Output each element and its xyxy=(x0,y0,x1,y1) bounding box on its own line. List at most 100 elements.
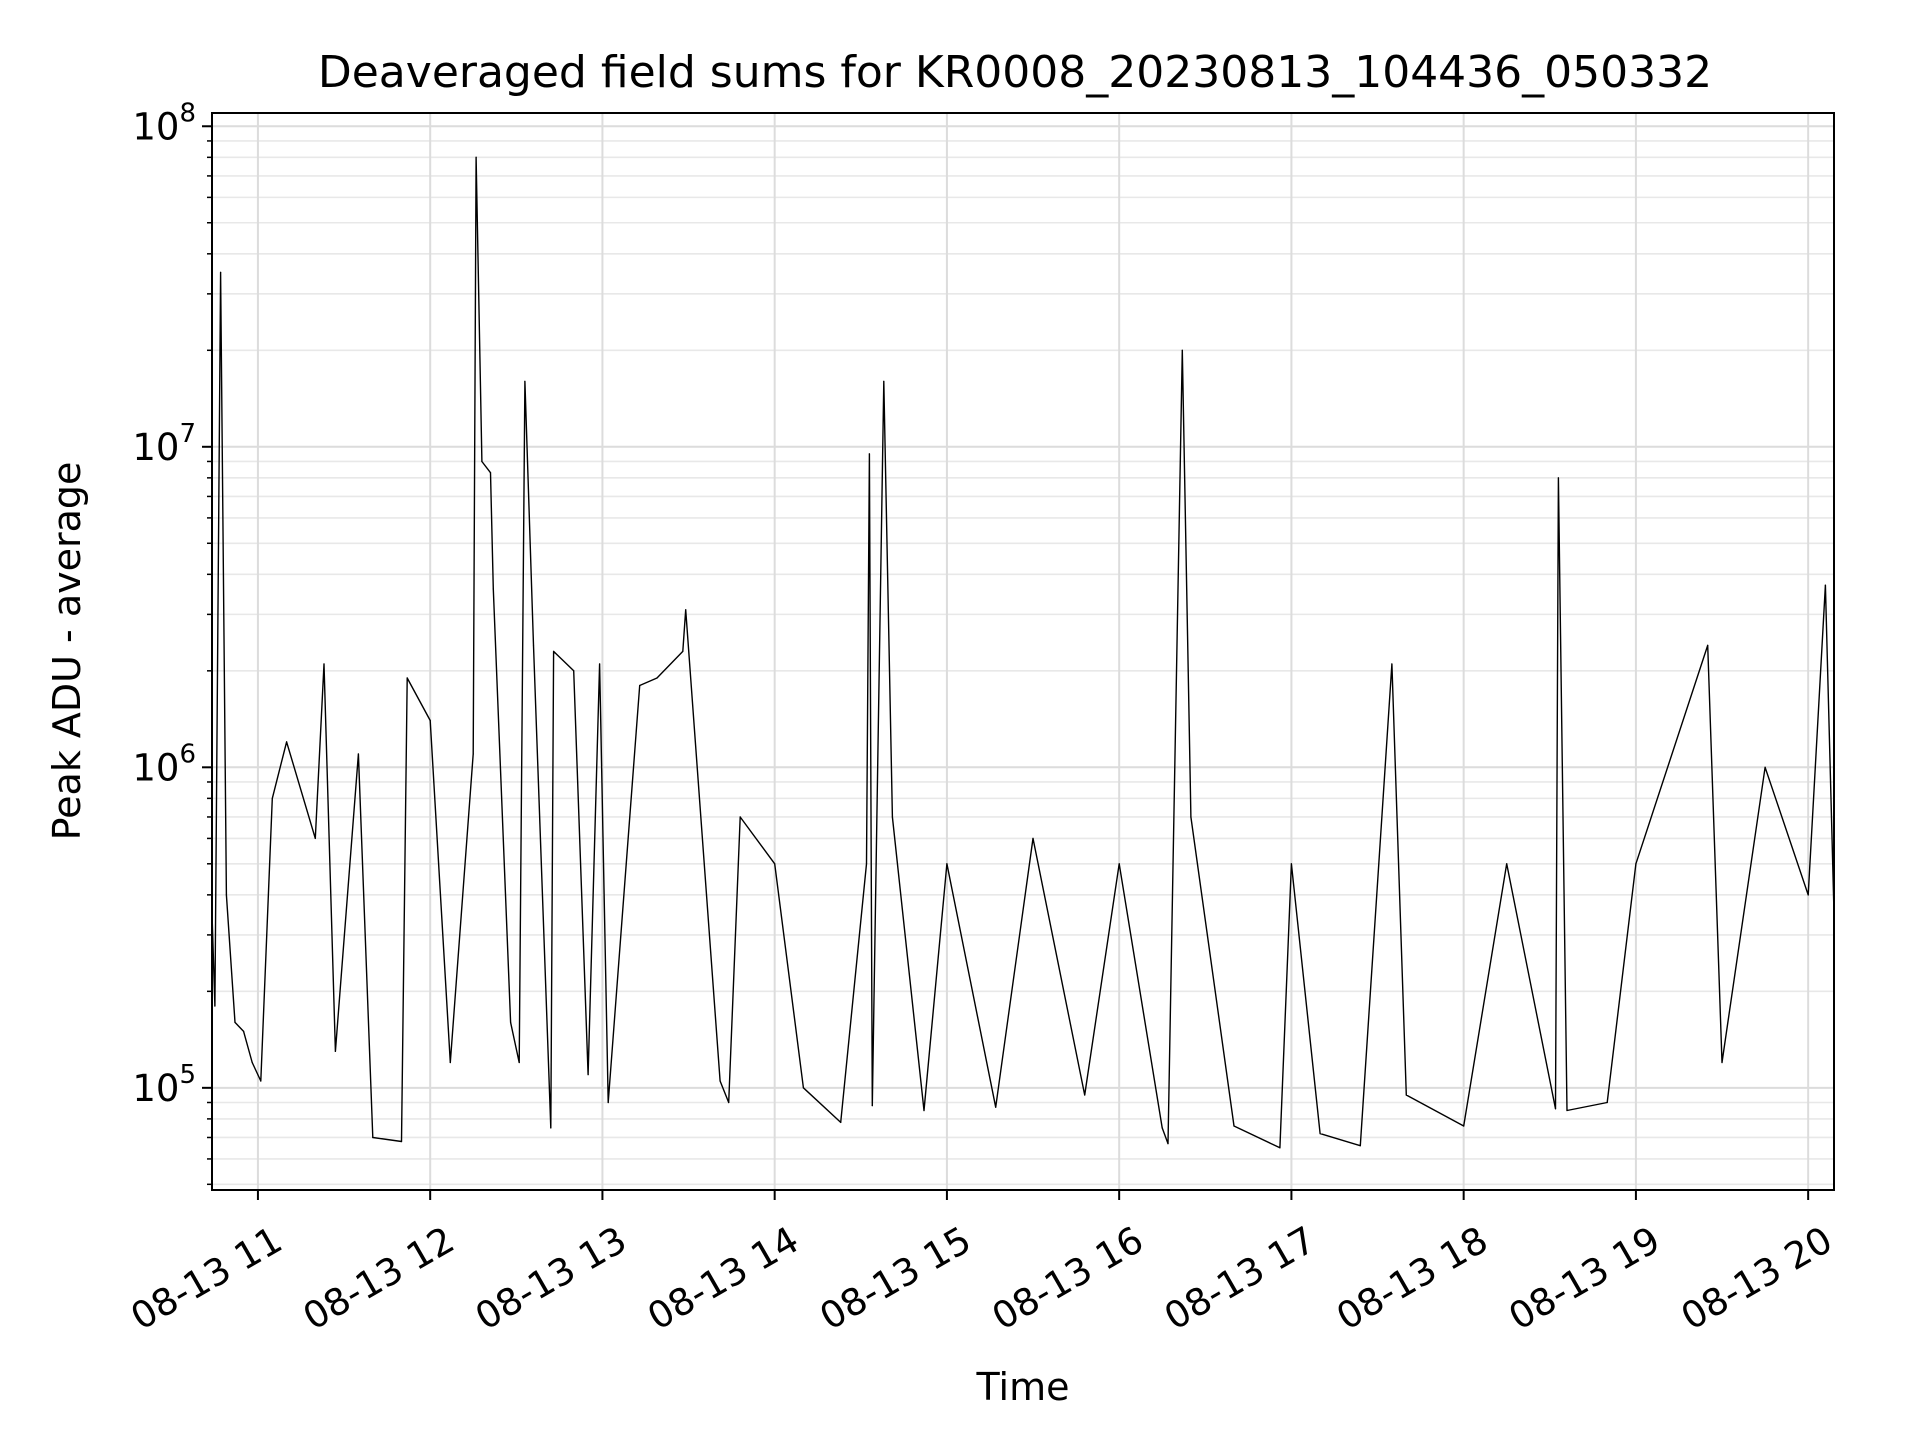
data-point xyxy=(314,837,316,840)
data-point xyxy=(1807,894,1809,896)
data-point xyxy=(550,1127,552,1129)
data-point xyxy=(1557,477,1559,479)
x-tick-label: 08-13 17 xyxy=(1157,1218,1323,1338)
data-point xyxy=(214,1005,216,1007)
y-tick-label: 106 xyxy=(132,739,196,789)
y-axis-label: Peak ADU - average xyxy=(45,462,89,841)
series-path xyxy=(212,156,1834,1149)
data-point xyxy=(1290,863,1292,865)
data-point xyxy=(1032,837,1034,840)
data-point xyxy=(865,863,868,865)
x-tick-label: 08-13 14 xyxy=(640,1218,806,1338)
data-point xyxy=(472,753,474,755)
data-point xyxy=(234,1021,236,1024)
data-point xyxy=(573,670,575,672)
x-tick-label: 08-13 19 xyxy=(1502,1218,1668,1338)
data-point xyxy=(553,650,555,653)
data-point xyxy=(429,719,431,722)
data-point xyxy=(286,741,288,743)
data-point xyxy=(946,863,948,865)
data-point xyxy=(510,1021,512,1024)
data-point xyxy=(1319,1133,1321,1135)
y-tick-base: 10 xyxy=(132,1067,179,1110)
data-point xyxy=(518,1061,520,1064)
data-point xyxy=(323,663,325,665)
data-point xyxy=(883,380,885,382)
data-point xyxy=(1084,1094,1086,1096)
data-point xyxy=(1181,349,1183,351)
data-point xyxy=(802,1087,805,1089)
x-tick-label: 08-13 12 xyxy=(296,1218,462,1338)
data-point xyxy=(1554,1108,1557,1110)
data-point xyxy=(656,677,658,679)
x-tick-label: 08-13 13 xyxy=(468,1218,634,1338)
data-point xyxy=(774,863,776,865)
y-tick-exponent: 8 xyxy=(179,98,196,128)
y-tick-base: 10 xyxy=(132,426,179,469)
y-tick-label: 107 xyxy=(132,419,196,469)
data-point xyxy=(891,816,894,818)
data-point xyxy=(524,380,526,382)
chart-title: Deaveraged field sums for KR0008_2023081… xyxy=(318,47,1712,98)
data-point xyxy=(995,1106,997,1108)
plot-frame xyxy=(211,112,1835,1191)
data-point xyxy=(871,1105,873,1107)
data-point xyxy=(728,1101,730,1104)
data-point xyxy=(868,453,871,455)
data-point xyxy=(260,1080,262,1082)
data-point xyxy=(1167,1143,1169,1145)
y-tick-base: 10 xyxy=(132,105,179,148)
data-point xyxy=(1606,1101,1608,1104)
x-tick-label: 08-13 20 xyxy=(1674,1218,1840,1338)
data-point xyxy=(475,156,477,158)
x-axis-label: Time xyxy=(976,1365,1070,1409)
y-tick-label: 108 xyxy=(132,98,196,148)
y-tick-exponent: 6 xyxy=(179,739,196,769)
y-tick-base: 10 xyxy=(132,746,179,789)
data-point xyxy=(1233,1125,1235,1127)
data-point xyxy=(357,753,359,755)
data-point xyxy=(220,271,222,273)
data-point xyxy=(334,1050,336,1052)
data-point xyxy=(406,677,408,679)
data-point xyxy=(1279,1147,1281,1149)
data-point xyxy=(607,1101,609,1104)
data-point xyxy=(587,1074,589,1076)
data-point xyxy=(1118,863,1120,865)
x-tick-label: 08-13 16 xyxy=(985,1218,1151,1338)
data-point xyxy=(449,1061,451,1064)
data-point xyxy=(840,1121,842,1123)
data-point xyxy=(1161,1127,1163,1129)
data-point xyxy=(1764,766,1766,768)
data-point xyxy=(639,684,641,687)
data-point xyxy=(400,1140,403,1143)
y-tick-exponent: 5 xyxy=(179,1060,196,1090)
data-point xyxy=(481,460,483,463)
data-point xyxy=(1721,1061,1723,1064)
data-point xyxy=(532,644,535,647)
y-tick-exponent: 7 xyxy=(179,419,196,449)
x-tick-label: 08-13 18 xyxy=(1329,1218,1495,1338)
data-point xyxy=(372,1136,374,1139)
data-point xyxy=(251,1061,253,1064)
data-point xyxy=(1707,644,1709,647)
data-point xyxy=(1405,1094,1407,1096)
data-point xyxy=(1566,1109,1568,1112)
data-point xyxy=(685,609,687,611)
data-point xyxy=(682,650,684,653)
x-tick-label: 08-13 11 xyxy=(124,1218,290,1338)
y-tick-label: 105 xyxy=(132,1060,196,1110)
data-point xyxy=(1359,1145,1361,1147)
data-point xyxy=(243,1030,245,1032)
data-point xyxy=(1463,1125,1465,1127)
data-point xyxy=(739,816,741,818)
data-point xyxy=(492,588,494,590)
data-point xyxy=(1824,584,1826,586)
data-point xyxy=(225,894,227,896)
data-point xyxy=(489,472,492,474)
data-point xyxy=(1635,863,1637,865)
data-point xyxy=(1391,663,1393,665)
data-point xyxy=(599,663,601,665)
data-point xyxy=(1506,863,1508,865)
